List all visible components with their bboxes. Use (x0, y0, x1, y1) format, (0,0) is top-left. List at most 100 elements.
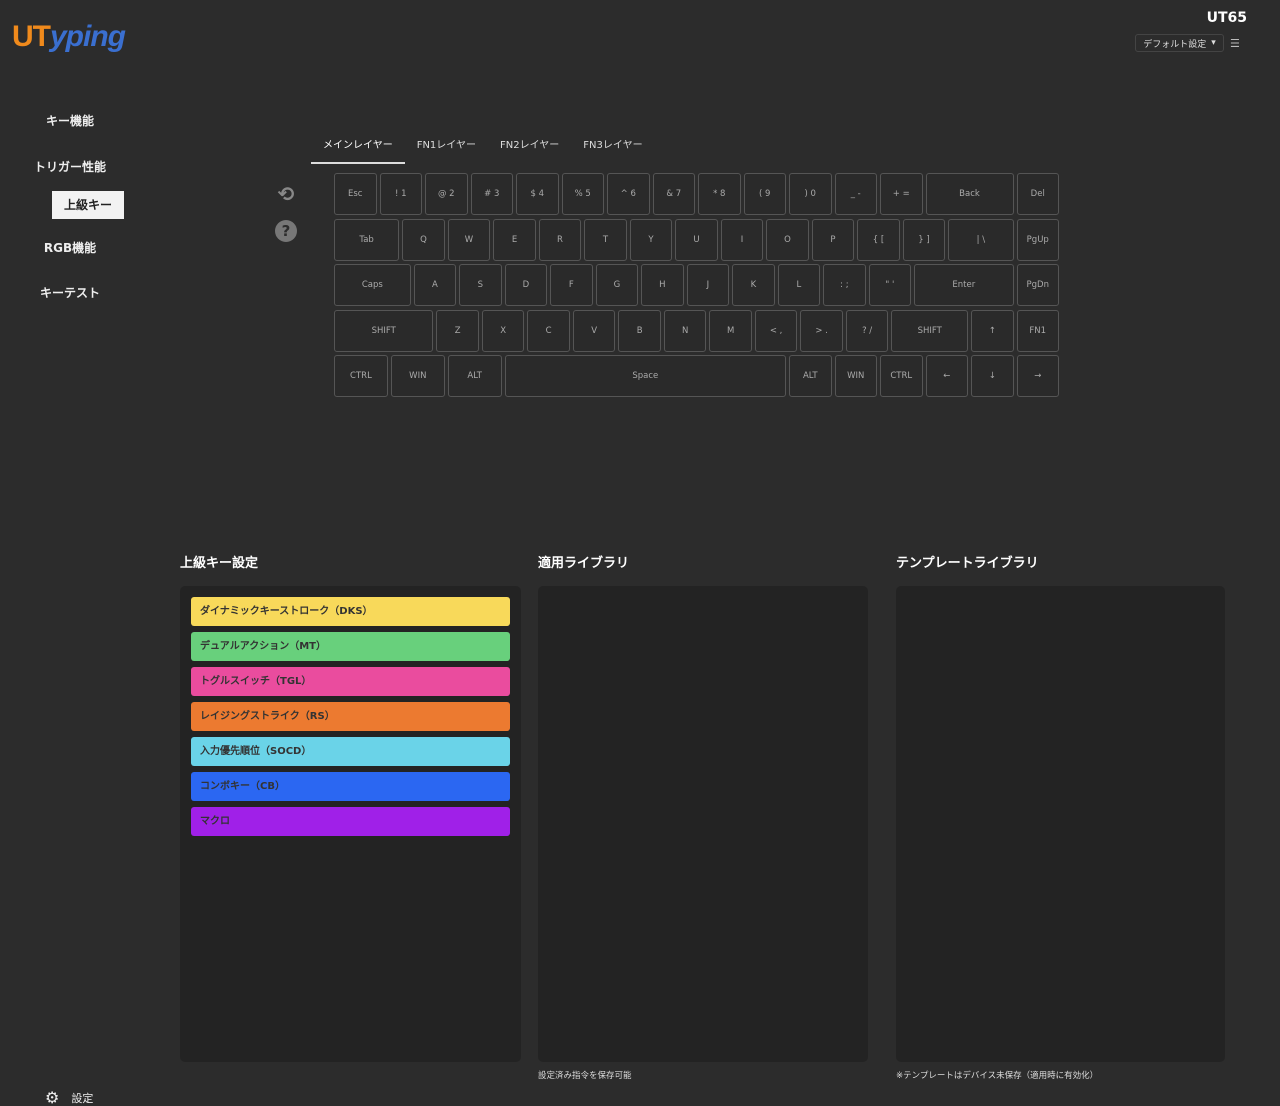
logo: UTyping (12, 20, 126, 53)
key[interactable]: + = (880, 173, 923, 215)
key[interactable]: PgUp (1016, 218, 1059, 261)
key[interactable]: Z (436, 309, 479, 352)
key[interactable]: ↓ (971, 355, 1014, 398)
key[interactable]: WIN (834, 355, 877, 398)
key[interactable]: FN1 (1016, 309, 1059, 352)
key[interactable]: ( 9 (743, 173, 786, 215)
key[interactable]: U (675, 218, 718, 261)
advanced-key-item[interactable]: ダイナミックキーストローク（DKS） (191, 597, 510, 626)
key[interactable]: SHIFT (891, 309, 968, 352)
key[interactable]: → (1016, 355, 1059, 398)
template-library-title: テンプレートライブラリ (896, 556, 1039, 571)
key[interactable]: ALT (447, 355, 502, 398)
advanced-key-item[interactable]: デュアルアクション（MT） (191, 632, 510, 661)
key[interactable]: : ; (823, 264, 866, 307)
key[interactable]: M (709, 309, 752, 352)
key[interactable]: J (686, 264, 730, 307)
key[interactable]: Q (402, 218, 445, 261)
key[interactable]: _ - (834, 173, 877, 215)
tab-fn2-layer[interactable]: FN2レイヤー (500, 140, 560, 151)
advanced-key-item[interactable]: コンボキー（CB） (191, 772, 510, 801)
key[interactable]: > . (800, 309, 843, 352)
sidebar-item-key-function[interactable]: キー機能 (45, 114, 94, 128)
key[interactable]: F (550, 264, 593, 307)
key[interactable]: Back (925, 173, 1014, 215)
sidebar-item-trigger[interactable]: トリガー性能 (33, 160, 106, 174)
key[interactable]: H (641, 264, 684, 307)
advanced-key-item[interactable]: レイジングストライク（RS） (191, 702, 510, 731)
key[interactable]: X (481, 309, 525, 352)
key[interactable]: PgDn (1016, 264, 1059, 307)
advanced-key-item[interactable]: トグルスイッチ（TGL） (191, 667, 510, 696)
key[interactable]: K (732, 264, 775, 307)
key[interactable]: Tab (334, 218, 400, 261)
settings-button[interactable]: ⚙ 設定 (45, 1088, 94, 1106)
key[interactable]: ^ 6 (607, 173, 650, 215)
template-library-panel (896, 586, 1225, 1062)
key[interactable]: * 8 (698, 173, 741, 215)
key[interactable]: ! 1 (379, 173, 422, 215)
key[interactable]: I (720, 218, 764, 261)
keyboard-row: Caps A S D F G H J K L: ; " ' Enter PgDn (334, 264, 1062, 307)
sidebar-item-advanced-keys[interactable]: 上級キー (52, 191, 124, 219)
key[interactable]: B (618, 309, 661, 352)
key[interactable]: < , (754, 309, 798, 352)
applied-library-panel (538, 586, 868, 1062)
key[interactable]: # 3 (470, 173, 513, 215)
key[interactable]: @ 2 (425, 173, 468, 215)
key[interactable]: N (663, 309, 707, 352)
key[interactable]: } ] (902, 218, 946, 261)
key[interactable]: ? / (845, 309, 889, 352)
applied-library-title: 適用ライブラリ (538, 556, 630, 571)
key[interactable]: S (459, 264, 502, 307)
key[interactable]: W (447, 218, 491, 261)
key[interactable]: Caps (334, 264, 411, 307)
key[interactable]: CTRL (880, 355, 923, 398)
key[interactable]: C (527, 309, 570, 352)
sidebar-item-key-test[interactable]: キーテスト (39, 286, 100, 300)
key[interactable]: " ' (868, 264, 912, 307)
layer-tabs: メインレイヤー FN1レイヤー FN2レイヤー FN3レイヤー (311, 134, 655, 164)
key[interactable]: R (538, 218, 582, 261)
advanced-key-item[interactable]: 入力優先順位（SOCD） (191, 737, 510, 766)
key[interactable]: O (766, 218, 809, 261)
key[interactable]: ALT (789, 355, 832, 398)
key[interactable]: L (777, 264, 821, 307)
help-icon[interactable]: ? (275, 220, 297, 242)
key[interactable]: | \ (948, 218, 1014, 261)
key[interactable]: P (811, 218, 855, 261)
key[interactable]: SHIFT (334, 309, 434, 352)
reset-icon[interactable]: ⟲ (277, 182, 295, 206)
key[interactable]: $ 4 (516, 173, 559, 215)
key[interactable]: Enter (914, 264, 1014, 307)
tab-fn3-layer[interactable]: FN3レイヤー (583, 140, 643, 151)
key[interactable]: ↑ (971, 309, 1014, 352)
sidebar-item-rgb[interactable]: RGB機能 (43, 241, 97, 255)
key[interactable]: { [ (857, 218, 900, 261)
key[interactable]: WIN (390, 355, 445, 398)
key[interactable]: % 5 (561, 173, 604, 215)
device-name: UT65 (1206, 10, 1247, 26)
key[interactable]: T (584, 218, 627, 261)
key[interactable]: D (504, 264, 548, 307)
key[interactable]: E (493, 218, 536, 261)
key[interactable]: & 7 (652, 173, 695, 215)
key[interactable]: Esc (334, 173, 377, 215)
profile-dropdown[interactable]: デフォルト設定 ▾ (1135, 34, 1224, 52)
advanced-settings-title: 上級キー設定 (180, 556, 259, 571)
key[interactable]: V (572, 309, 616, 352)
key[interactable]: Del (1016, 173, 1059, 215)
tab-fn1-layer[interactable]: FN1レイヤー (416, 140, 476, 151)
key[interactable]: G (595, 264, 639, 307)
list-icon[interactable]: ☰ (1230, 37, 1240, 50)
tab-main-layer[interactable]: メインレイヤー (311, 134, 405, 164)
caret-down-icon: ▾ (1211, 38, 1216, 48)
key[interactable]: ) 0 (789, 173, 832, 215)
gear-icon: ⚙ (45, 1088, 60, 1106)
key[interactable]: ← (925, 355, 968, 398)
key[interactable]: Y (629, 218, 673, 261)
key[interactable]: A (413, 264, 457, 307)
advanced-key-item[interactable]: マクロ (191, 807, 510, 836)
key[interactable]: Space (504, 355, 786, 398)
key[interactable]: CTRL (334, 355, 388, 398)
